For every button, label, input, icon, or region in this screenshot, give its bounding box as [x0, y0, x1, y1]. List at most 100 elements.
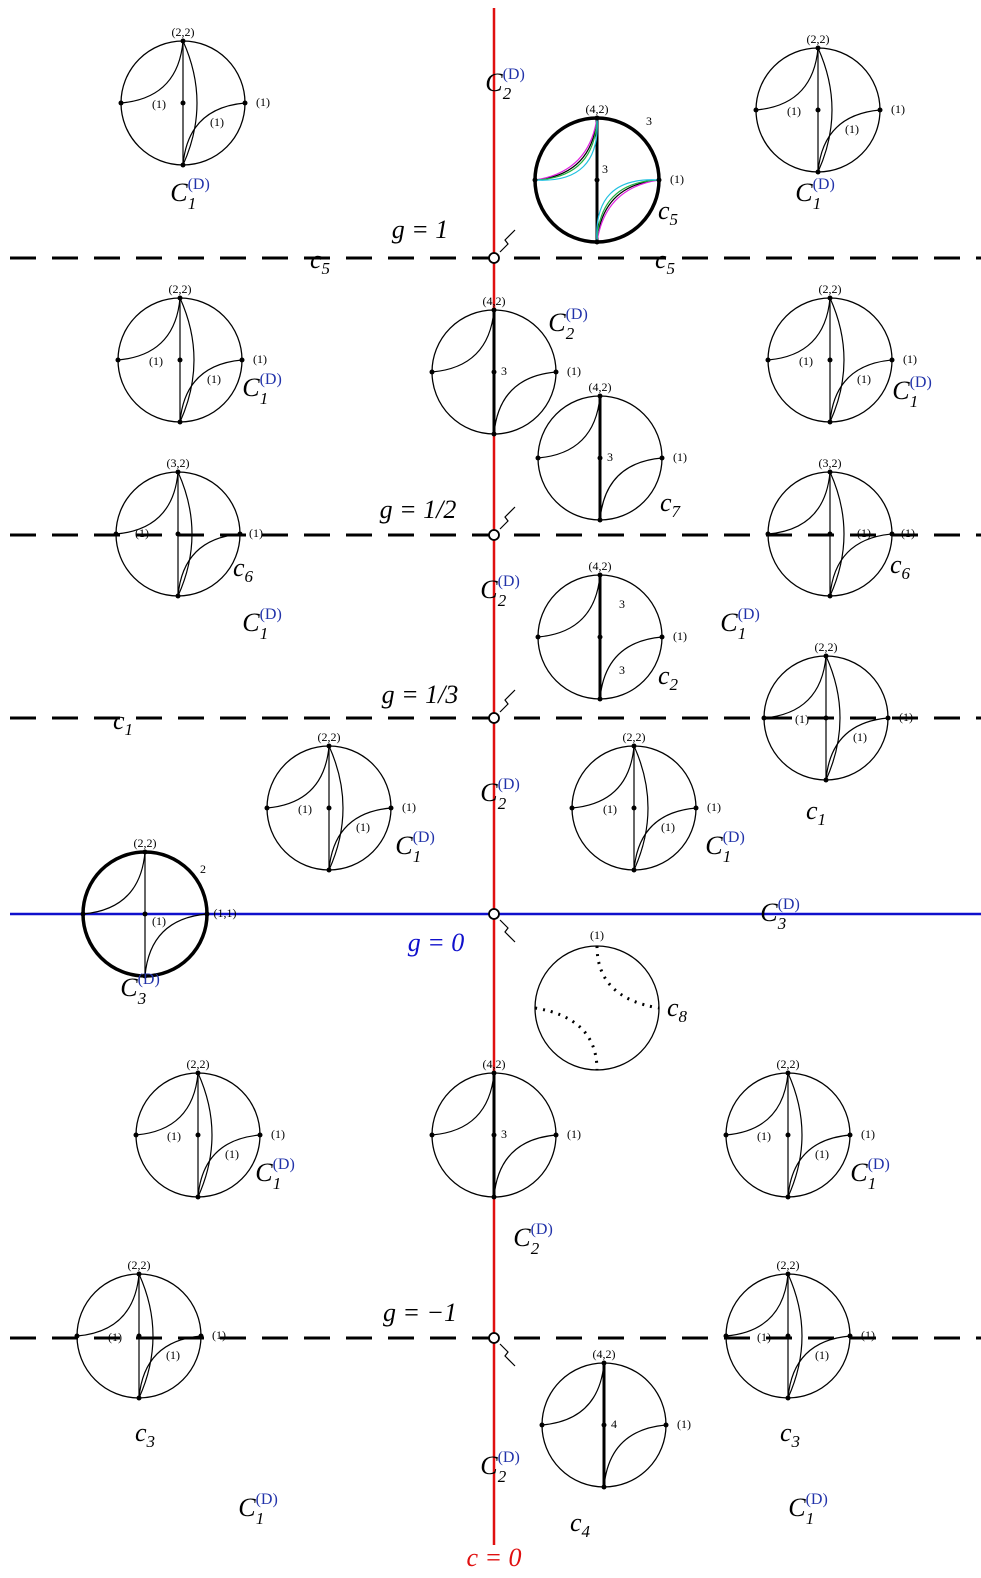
arrow — [499, 506, 516, 530]
vertex — [177, 357, 183, 363]
arc — [725, 1273, 789, 1337]
symbol-base: c — [570, 1508, 582, 1537]
vertex — [118, 100, 124, 106]
symbol-sub: 1 — [818, 810, 827, 829]
disk: (2,2) 2 (1) (1,1) — [80, 836, 237, 979]
disk-label: (1) — [590, 928, 604, 942]
arc — [817, 109, 881, 173]
vertex — [113, 531, 119, 537]
symbol: C(D) 2 — [480, 573, 520, 610]
colored-arc — [596, 179, 660, 243]
disk-label: (2,2) — [815, 640, 838, 654]
vertex — [823, 777, 829, 783]
symbol-sub: 7 — [672, 502, 682, 521]
disk-label: (4,2) — [589, 559, 612, 573]
symbol: C(D) 2 — [485, 66, 525, 103]
disk-label: (1) — [853, 730, 867, 744]
arc — [117, 297, 181, 361]
disk-label: (1) — [861, 1328, 875, 1342]
symbol-sub: 6 — [245, 567, 254, 586]
symbol-sub: 1 — [910, 392, 919, 411]
vertex — [631, 867, 637, 873]
disk: (2,2) (1) (1) (1) — [569, 730, 721, 873]
vertex — [491, 1070, 497, 1076]
symbol-sub: 2 — [498, 591, 507, 610]
symbol-base: C — [485, 68, 503, 97]
arc — [138, 1273, 154, 1399]
junction — [488, 529, 500, 541]
vertex — [827, 469, 833, 475]
symbol-base: C — [720, 608, 738, 637]
vertex — [204, 911, 210, 917]
disk-label: (1) — [212, 1328, 226, 1342]
colored-arc — [596, 179, 660, 243]
arc — [725, 1072, 789, 1136]
symbol: c1 — [113, 706, 133, 739]
symbol-base: C — [242, 373, 260, 402]
disk-label: (1) — [707, 800, 721, 814]
arc — [266, 745, 330, 809]
symbol-base: c — [658, 196, 670, 225]
disk-label: (4,2) — [589, 380, 612, 394]
vertex — [785, 1333, 791, 1339]
symbol-sup: (D) — [531, 1221, 553, 1238]
symbol-sub: 6 — [902, 564, 911, 583]
disk-boundary — [534, 945, 660, 1071]
symbol-sup: (D) — [868, 1156, 890, 1173]
symbol-sub: 2 — [498, 794, 507, 813]
vertex — [885, 715, 891, 721]
disk-label: (3,2) — [167, 456, 190, 470]
arc — [541, 1362, 605, 1426]
symbol-base: C — [120, 973, 138, 1002]
symbol-base: C — [850, 1158, 868, 1187]
arc — [197, 1072, 213, 1198]
symbol: C(D) 1 — [720, 606, 760, 643]
symbol-sup: (D) — [260, 606, 282, 623]
disk-label: (2,2) — [777, 1057, 800, 1071]
arc — [767, 471, 831, 535]
vertex — [785, 1271, 791, 1277]
vertex — [597, 572, 603, 578]
arc — [767, 297, 831, 361]
symbol: C(D) 1 — [242, 606, 282, 643]
vertex — [175, 593, 181, 599]
disk: (4,2) 4 (1) — [539, 1347, 691, 1490]
vertex — [180, 162, 186, 168]
disk-label: (1) — [787, 104, 801, 118]
dotted-arc — [595, 945, 660, 1010]
disk-label: (2,2) — [623, 730, 646, 744]
symbol-sub: 2 — [531, 1239, 540, 1258]
symbol: c1 — [806, 796, 826, 829]
vertex — [535, 455, 541, 461]
symbol-sup: (D) — [738, 606, 760, 623]
arc — [431, 1072, 495, 1136]
disk-label: (1) — [845, 122, 859, 136]
junction — [488, 1332, 500, 1344]
disk-label: (1) — [256, 95, 270, 109]
symbol-base: C — [170, 178, 188, 207]
symbol-sup: (D) — [566, 306, 588, 323]
arc — [787, 1335, 851, 1399]
symbol-sup: (D) — [813, 176, 835, 193]
symbol-base: C — [760, 898, 778, 927]
arrow — [499, 229, 516, 253]
disk: (4,2) 3 (1) — [429, 294, 581, 437]
symbol: c6 — [233, 553, 254, 586]
disk-label: (1) — [253, 352, 267, 366]
symbol-sup: (D) — [806, 1491, 828, 1508]
arrow — [499, 919, 516, 943]
disk-label: (1) — [271, 1127, 285, 1141]
vertex — [491, 1132, 497, 1138]
symbol-base: C — [255, 1158, 273, 1187]
disk-label: (2,2) — [134, 836, 157, 850]
vertex — [239, 357, 245, 363]
disk-label: (1) — [799, 354, 813, 368]
arc — [825, 655, 841, 781]
disk-label: (1) — [673, 450, 687, 464]
disk: (1) — [534, 928, 660, 1071]
vertex — [594, 239, 600, 245]
vertex — [553, 369, 559, 375]
symbol-base: C — [480, 778, 498, 807]
symbol: c2 — [658, 661, 679, 694]
